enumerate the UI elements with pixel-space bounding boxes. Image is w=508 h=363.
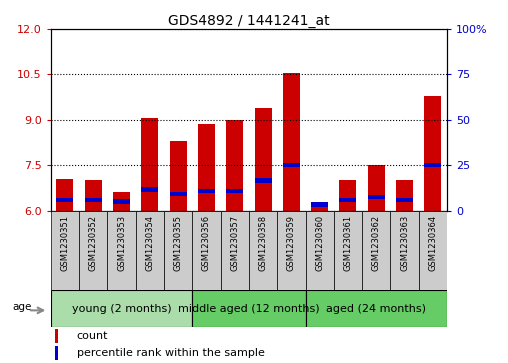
- Bar: [424, 163, 441, 167]
- Bar: [283, 163, 300, 167]
- Text: GSM1230362: GSM1230362: [372, 215, 381, 271]
- Text: GSM1230363: GSM1230363: [400, 215, 409, 271]
- Bar: [368, 195, 385, 199]
- Text: GSM1230359: GSM1230359: [287, 215, 296, 270]
- Bar: [198, 125, 215, 211]
- Bar: [305, 211, 334, 290]
- Bar: [170, 141, 186, 211]
- Bar: [56, 179, 74, 211]
- Bar: [339, 198, 357, 202]
- Bar: [51, 290, 193, 327]
- Text: GSM1230351: GSM1230351: [60, 215, 70, 270]
- Bar: [311, 206, 328, 211]
- Text: GSM1230352: GSM1230352: [89, 215, 98, 270]
- Bar: [193, 211, 220, 290]
- Bar: [255, 178, 272, 183]
- Bar: [334, 211, 362, 290]
- Bar: [339, 180, 357, 211]
- Text: age: age: [13, 302, 32, 312]
- Title: GDS4892 / 1441241_at: GDS4892 / 1441241_at: [168, 14, 330, 28]
- Text: GSM1230356: GSM1230356: [202, 215, 211, 271]
- Bar: [391, 211, 419, 290]
- Text: GSM1230357: GSM1230357: [230, 215, 239, 271]
- Bar: [305, 290, 447, 327]
- Bar: [193, 290, 305, 327]
- Bar: [283, 73, 300, 211]
- Text: GSM1230353: GSM1230353: [117, 215, 126, 271]
- Bar: [55, 346, 58, 360]
- Text: GSM1230360: GSM1230360: [315, 215, 324, 271]
- Text: GSM1230355: GSM1230355: [174, 215, 183, 270]
- Text: young (2 months): young (2 months): [72, 303, 171, 314]
- Text: GSM1230364: GSM1230364: [428, 215, 437, 271]
- Bar: [198, 189, 215, 193]
- Bar: [249, 211, 277, 290]
- Text: aged (24 months): aged (24 months): [326, 303, 426, 314]
- Text: GSM1230354: GSM1230354: [145, 215, 154, 270]
- Bar: [311, 202, 328, 207]
- Bar: [85, 198, 102, 202]
- Bar: [277, 211, 305, 290]
- Bar: [226, 189, 243, 193]
- Bar: [85, 180, 102, 211]
- Bar: [419, 211, 447, 290]
- Text: middle aged (12 months): middle aged (12 months): [178, 303, 320, 314]
- Bar: [362, 211, 391, 290]
- Bar: [55, 329, 58, 343]
- Bar: [226, 120, 243, 211]
- Bar: [220, 211, 249, 290]
- Bar: [141, 118, 158, 211]
- Bar: [113, 199, 130, 204]
- Text: count: count: [77, 331, 108, 341]
- Text: percentile rank within the sample: percentile rank within the sample: [77, 348, 265, 358]
- Text: GSM1230361: GSM1230361: [343, 215, 353, 271]
- Bar: [164, 211, 193, 290]
- Bar: [368, 165, 385, 211]
- Bar: [56, 198, 74, 202]
- Bar: [51, 211, 79, 290]
- Bar: [107, 211, 136, 290]
- Bar: [113, 192, 130, 211]
- Bar: [255, 108, 272, 211]
- Bar: [396, 198, 413, 202]
- Text: GSM1230358: GSM1230358: [259, 215, 268, 271]
- Bar: [424, 95, 441, 211]
- Bar: [136, 211, 164, 290]
- Bar: [396, 180, 413, 211]
- Bar: [141, 187, 158, 192]
- Bar: [79, 211, 107, 290]
- Bar: [170, 192, 186, 196]
